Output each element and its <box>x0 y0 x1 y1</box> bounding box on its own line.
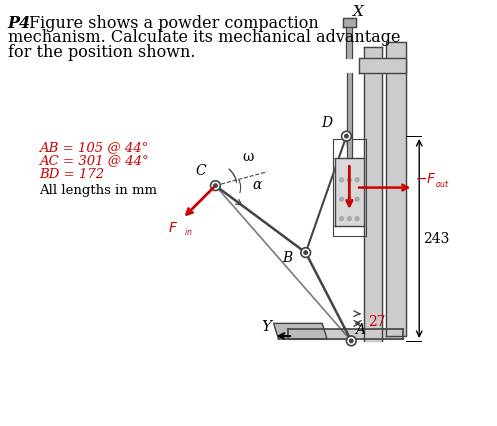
Text: Figure shows a powder compaction: Figure shows a powder compaction <box>29 15 319 32</box>
Circle shape <box>355 197 359 201</box>
Circle shape <box>304 251 308 254</box>
Circle shape <box>214 184 217 187</box>
Polygon shape <box>346 27 352 58</box>
Circle shape <box>347 197 351 201</box>
Circle shape <box>347 217 351 221</box>
Circle shape <box>339 197 343 201</box>
Text: A: A <box>355 323 365 337</box>
Text: $_{out}$: $_{out}$ <box>435 180 450 191</box>
Polygon shape <box>347 73 352 158</box>
Text: X: X <box>353 5 364 19</box>
Text: $F$: $F$ <box>168 221 178 234</box>
Circle shape <box>346 336 356 346</box>
Circle shape <box>349 339 353 343</box>
Text: B: B <box>282 250 292 265</box>
Circle shape <box>347 178 351 182</box>
Circle shape <box>301 248 311 257</box>
Polygon shape <box>342 18 356 27</box>
Circle shape <box>345 134 348 138</box>
Circle shape <box>339 178 343 182</box>
Text: BD = 172: BD = 172 <box>39 168 104 181</box>
Text: $-F$: $-F$ <box>415 172 437 186</box>
Polygon shape <box>364 47 382 341</box>
Text: for the position shown.: for the position shown. <box>8 44 195 61</box>
Text: D: D <box>322 116 333 130</box>
Text: 27: 27 <box>368 315 385 329</box>
Text: $_{in}$: $_{in}$ <box>184 226 193 239</box>
Text: α: α <box>252 178 261 192</box>
Polygon shape <box>386 42 406 336</box>
Polygon shape <box>335 158 364 226</box>
Circle shape <box>341 131 351 141</box>
Text: mechanism. Calculate its mechanical advantage: mechanism. Calculate its mechanical adva… <box>8 29 400 46</box>
Text: ω: ω <box>243 150 254 164</box>
Text: 243: 243 <box>423 231 449 245</box>
Circle shape <box>211 181 220 190</box>
Circle shape <box>355 217 359 221</box>
Text: P4: P4 <box>8 15 31 32</box>
Text: C: C <box>195 164 206 178</box>
Text: Y: Y <box>261 320 272 334</box>
Polygon shape <box>274 323 327 339</box>
Circle shape <box>339 217 343 221</box>
Text: AB = 105 @ 44°: AB = 105 @ 44° <box>39 141 148 154</box>
Polygon shape <box>359 58 406 73</box>
Text: All lengths in mm: All lengths in mm <box>39 184 157 197</box>
Polygon shape <box>288 329 403 339</box>
Text: AC = 301 @ 44°: AC = 301 @ 44° <box>39 155 149 167</box>
Circle shape <box>355 178 359 182</box>
